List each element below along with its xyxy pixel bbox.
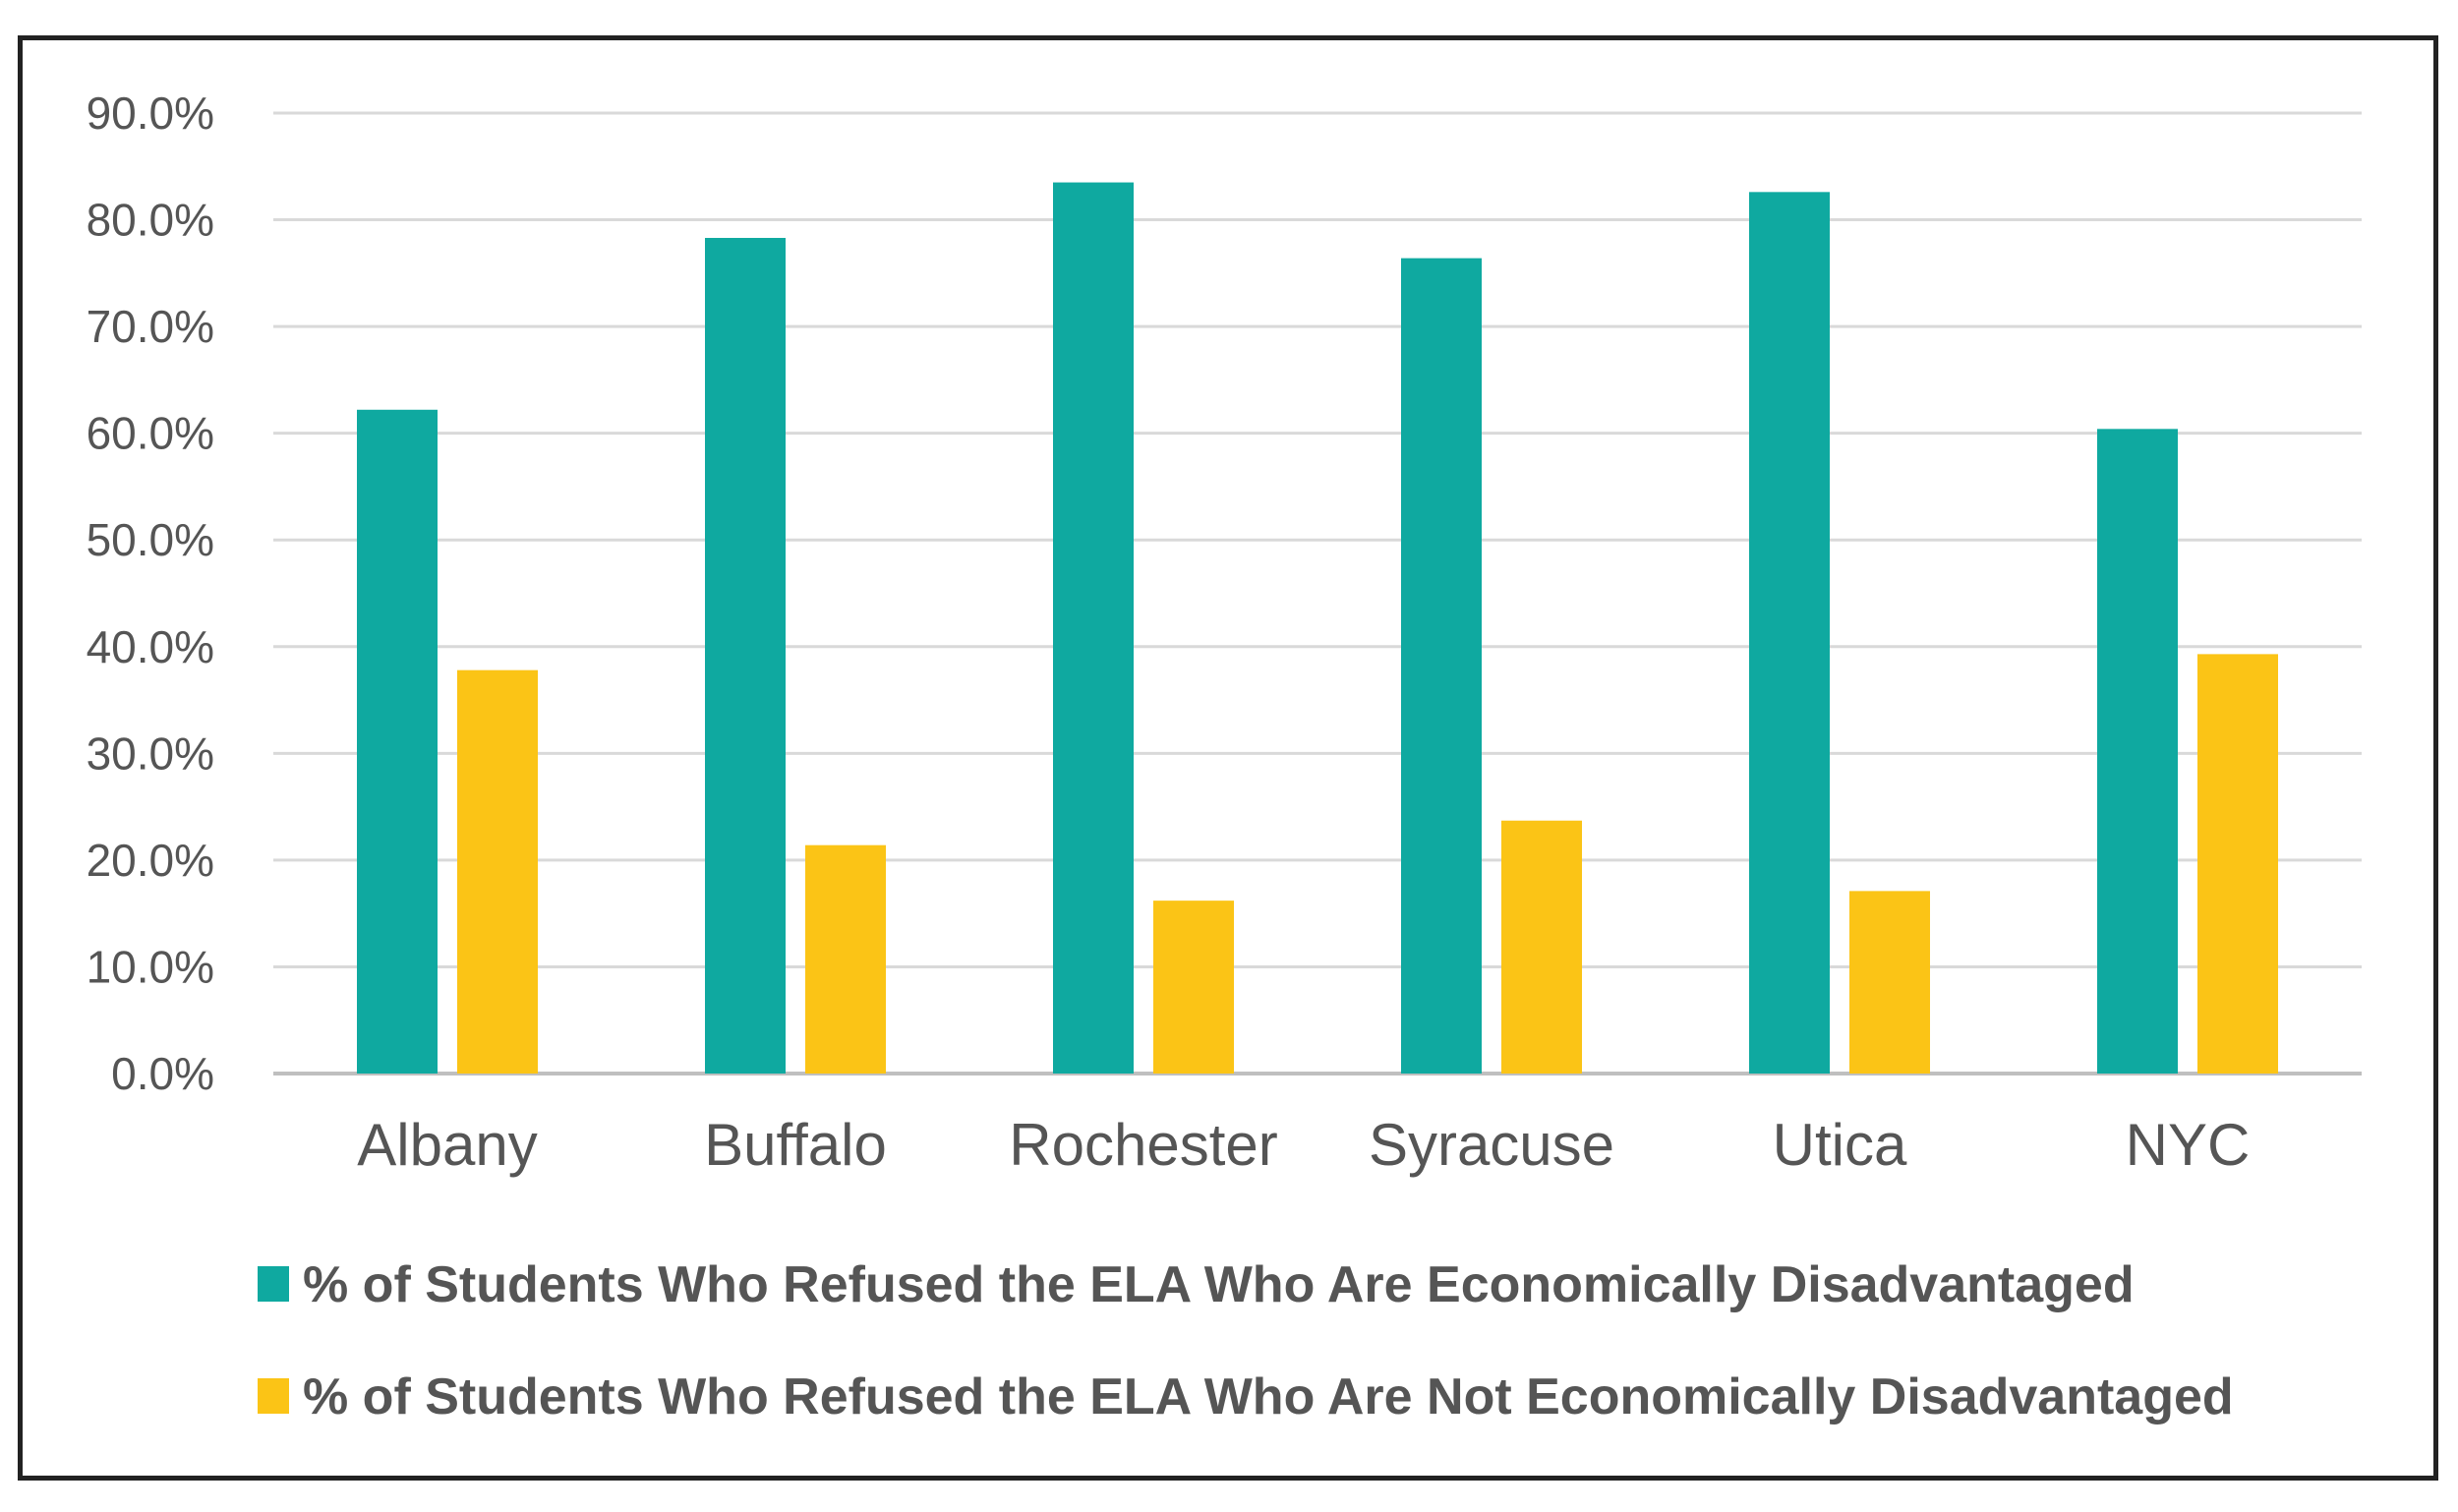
y-axis-ticks: 0.0% 10.0% 20.0% 30.0% 40.0% 50.0% 60.0% 70.0% 8… [87, 87, 214, 1099]
y-tick-label: 80.0% [87, 195, 214, 246]
x-category-label: NYC [2126, 1112, 2251, 1178]
y-tick-label: 0.0% [111, 1048, 214, 1099]
y-tick-label: 40.0% [87, 621, 214, 672]
bar-rochester-series-1 [1053, 182, 1134, 1075]
bar-syracuse-series-1 [1401, 258, 1482, 1074]
legend-swatch [258, 1378, 289, 1414]
legend: % of Students Who Refused the ELA Who Ar… [258, 1256, 2234, 1425]
bar-albany-series-2 [457, 669, 538, 1074]
bars [357, 182, 2278, 1075]
x-axis-categories: Albany Buffalo Rochester Syracuse Utica NYC [357, 1112, 2250, 1178]
y-tick-label: 30.0% [87, 727, 214, 779]
y-tick-label: 20.0% [87, 835, 214, 886]
bar-albany-series-1 [357, 409, 438, 1075]
x-category-label: Utica [1773, 1112, 1907, 1178]
bar-utica-series-1 [1749, 192, 1830, 1074]
bar-buffalo-series-2 [805, 844, 886, 1074]
bar-syracuse-series-2 [1501, 820, 1582, 1074]
legend-label: % of Students Who Refused the ELA Who Ar… [303, 1368, 2234, 1425]
y-tick-label: 70.0% [87, 301, 214, 352]
y-tick-label: 10.0% [87, 941, 214, 992]
bar-buffalo-series-1 [705, 238, 786, 1074]
legend-swatch [258, 1266, 289, 1302]
bar-nyc-series-2 [2197, 654, 2278, 1074]
y-tick-label: 50.0% [87, 514, 214, 565]
x-category-label: Buffalo [704, 1112, 887, 1178]
bar-utica-series-2 [1849, 891, 1930, 1074]
x-category-label: Rochester [1009, 1112, 1277, 1178]
legend-label: % of Students Who Refused the ELA Who Ar… [303, 1256, 2135, 1313]
x-category-label: Albany [357, 1112, 537, 1178]
bar-nyc-series-1 [2097, 429, 2178, 1074]
bar-rochester-series-2 [1153, 901, 1234, 1074]
y-tick-label: 60.0% [87, 408, 214, 459]
y-tick-label: 90.0% [87, 87, 214, 139]
grid-lines [273, 111, 2362, 1076]
x-category-label: Syracuse [1369, 1112, 1614, 1178]
